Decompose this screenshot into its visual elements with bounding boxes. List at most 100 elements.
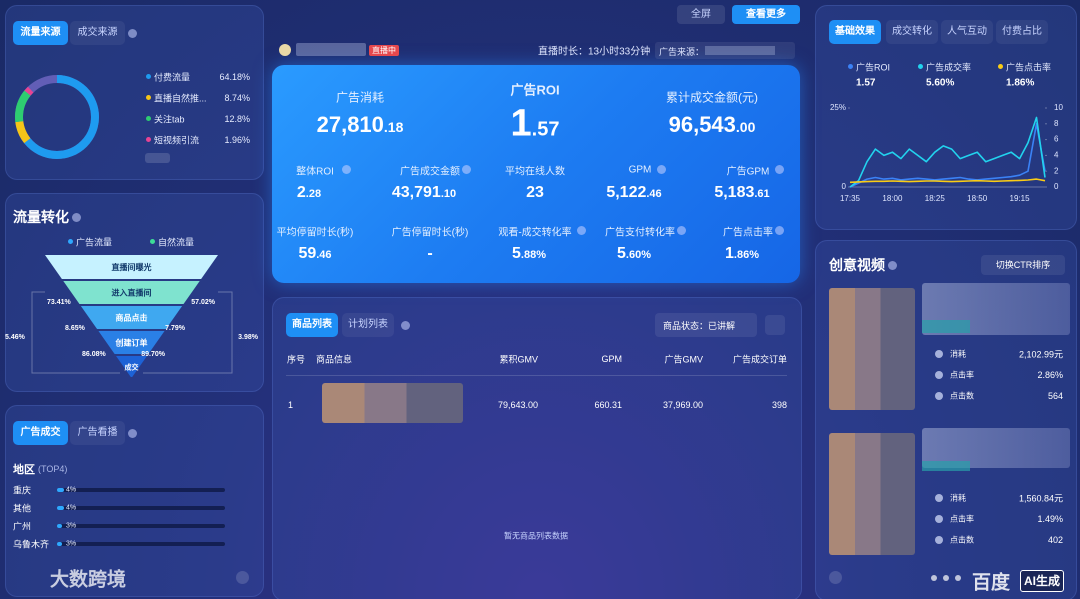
kpi-label: 广告消耗	[335, 90, 384, 105]
live-badge: 直播中	[369, 45, 399, 56]
region-bar	[57, 488, 64, 492]
legend-dot	[146, 137, 151, 142]
funnel-title: 流量转化	[13, 209, 69, 225]
metric-icon	[935, 536, 943, 544]
region-value: 4%	[66, 486, 77, 494]
metric-value: -	[280, 245, 580, 263]
value-integer: 59	[298, 245, 317, 262]
value-fraction: .46	[646, 188, 662, 200]
fullscreen-button[interactable]: 全屏	[677, 5, 725, 24]
product-panel	[272, 297, 802, 599]
metric-label: 平均停留时长(秒)	[276, 227, 354, 239]
tab[interactable]: 成交转化	[886, 20, 938, 44]
blurred-image	[829, 288, 915, 410]
tab[interactable]: 成交来源	[70, 21, 125, 45]
region-value: 3%	[66, 522, 77, 530]
value-integer: 5	[512, 245, 521, 262]
value-fraction: .61	[754, 188, 770, 200]
help-icon	[128, 429, 137, 438]
status-filter-text: 商品状态：已讲解	[663, 321, 736, 331]
tab[interactable]: 人气互动	[941, 20, 993, 44]
watermark-badge: AI生成	[1020, 570, 1065, 592]
tab[interactable]: 计划列表	[342, 313, 394, 337]
blurred-image	[829, 433, 915, 555]
legend-dot	[848, 64, 853, 69]
cell: 37,969.00	[662, 400, 703, 410]
blurred-tag	[922, 461, 970, 471]
creative-metric-label: 点击率	[950, 370, 974, 380]
metric-icon	[935, 350, 943, 358]
help-icon	[775, 165, 784, 174]
metric-label: 广告停留时长(秒)	[391, 227, 469, 239]
metric-label: 广告GPM	[726, 166, 770, 178]
value-integer: 5	[617, 245, 626, 262]
page-dot	[931, 575, 937, 581]
status-filter[interactable]: 商品状态：已讲解	[655, 313, 757, 337]
bar-track	[57, 488, 225, 492]
column-header: 广告成交订单	[732, 354, 787, 365]
cell: 660.31	[594, 400, 622, 410]
value-integer: 96,543	[668, 112, 736, 137]
value-integer: 27,810	[316, 112, 384, 137]
help-icon	[775, 226, 784, 235]
region-title: 地区	[13, 464, 35, 476]
empty-note: 暂无商品列表数据	[504, 531, 568, 541]
legend-name: 短视频引流	[154, 135, 200, 146]
legend-dot	[918, 64, 923, 69]
tab[interactable]: 广告看播	[70, 421, 125, 445]
metric-label: GPM	[628, 164, 652, 176]
metric-value: 1.86%	[592, 245, 892, 263]
prev-button[interactable]	[829, 571, 842, 584]
metric-value: 43,791.10	[274, 184, 574, 202]
tab[interactable]: 付费占比	[996, 20, 1048, 44]
tab[interactable]: 商品列表	[286, 313, 338, 337]
metric-label: 广告成交金额	[400, 166, 460, 178]
bar-track	[57, 524, 225, 528]
legend-name: 广告ROI	[856, 62, 891, 73]
legend-value: 1.96%	[224, 135, 250, 145]
view-more-button[interactable]: 查看更多	[732, 5, 800, 24]
legend-dot	[998, 64, 1003, 69]
metric-value: 5.88%	[379, 245, 679, 263]
region-bar	[57, 524, 63, 528]
help-icon	[462, 165, 471, 174]
column-header: GPM	[601, 354, 622, 364]
metric-icon	[935, 494, 943, 502]
help-icon	[128, 29, 137, 38]
kpi-value: 27,810.18	[210, 112, 510, 138]
value-fraction: .10	[440, 188, 457, 200]
ad-source-select[interactable]: 广告来源：	[655, 42, 795, 59]
help-icon	[72, 213, 81, 222]
kpi-value: 1.57	[385, 103, 685, 146]
help-icon	[342, 165, 351, 174]
kpi-card	[272, 65, 800, 283]
menu-button[interactable]	[765, 315, 785, 335]
legend-value: 64.18%	[219, 72, 250, 82]
sort-button[interactable]: 切换CTR排序	[981, 255, 1065, 275]
legend-value: 1.86%	[1006, 77, 1035, 89]
header-divider	[286, 375, 787, 376]
region-name: 乌鲁木齐	[13, 539, 50, 550]
tab[interactable]: 流量来源	[13, 21, 68, 45]
more-button[interactable]	[145, 153, 170, 163]
tab[interactable]: 广告成交	[13, 421, 68, 445]
metric-label: 整体ROI	[296, 166, 334, 178]
cell: 79,643.00	[497, 400, 538, 410]
blurred-image	[322, 383, 463, 423]
legend-name: 自然流量	[158, 237, 195, 248]
next-button[interactable]	[236, 571, 249, 584]
ad-source-label: 广告来源：	[659, 47, 705, 57]
creative-metric-value: 2,102.99元	[1018, 349, 1063, 360]
region-subtitle: (TOP4)	[38, 464, 68, 474]
region-value: 4%	[66, 504, 77, 512]
blurred-source	[705, 46, 775, 55]
tab[interactable]: 基础效果	[829, 20, 881, 44]
blurred-name	[296, 43, 366, 56]
creative-metric-label: 点击数	[950, 535, 974, 545]
creative-metric-label: 点击数	[950, 391, 974, 401]
help-icon	[657, 165, 666, 174]
metric-value: 5,122.46	[484, 184, 784, 202]
kpi-value: 96,543.00	[562, 112, 862, 138]
value-fraction: .00	[735, 119, 756, 135]
